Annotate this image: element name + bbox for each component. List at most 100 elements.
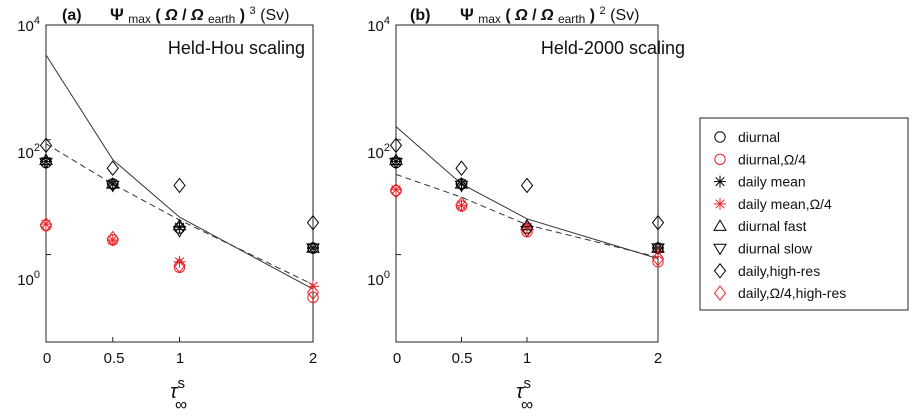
panel-b-xlabel-sup: s — [523, 375, 531, 392]
panel-a-point-s2-p0 — [40, 155, 52, 168]
panel-b-label: (b) — [410, 7, 430, 24]
panel-b-axes-box — [395, 24, 659, 343]
legend-label-0: diurnal — [738, 129, 780, 145]
panel-a-point-s4-p3 — [306, 241, 320, 253]
panel-a-point-s6-p1 — [106, 160, 119, 177]
panel-a-title-sub-max: max — [128, 12, 151, 26]
panel-a-ytick-1e0: 100 — [17, 269, 40, 289]
legend-label-1: diurnal,Ω/4 — [738, 151, 806, 167]
legend-marker-6 — [713, 262, 727, 279]
panel-a-title-close: ) — [240, 7, 245, 24]
panel-b-ytick-1e0: 100 — [367, 269, 390, 289]
panel-b-ytick-1e0-base: 10 — [367, 272, 384, 289]
panel-b-title-close: ) — [590, 7, 595, 24]
panel-a-ytick-1e0-base: 10 — [17, 272, 34, 289]
panel-b-title-sup: 2 — [600, 5, 606, 17]
panel-a-point-s5-p1 — [105, 180, 120, 193]
panel-b-ytick-1e2-base: 10 — [367, 145, 384, 162]
panel-a-title-sup: 3 — [250, 5, 256, 17]
panel-b-point-s3-p2 — [521, 221, 533, 234]
panel-b-ytick-1e0-exp: 0 — [384, 269, 390, 281]
panel-a-label: (a) — [62, 7, 82, 24]
panel-a-point-s6-p0 — [39, 137, 53, 154]
panel-b-point-s5-p0 — [389, 157, 403, 170]
panel-a-ytick-1e2-base: 10 — [17, 145, 34, 162]
panel-b-ytick-1e2-exp: 2 — [384, 142, 390, 154]
panel-b-point-s7-p1 — [455, 196, 468, 213]
legend-marker-5 — [713, 243, 727, 256]
panel-b-xtick-0: 0 — [393, 350, 401, 367]
panel-b-title-sub-max: max — [478, 12, 501, 26]
panel-a-point-s2-p3 — [307, 242, 319, 255]
panel-a-title-units: (Sv) — [260, 7, 289, 24]
panel-a-solid-line — [45, 54, 314, 290]
panel-b-point-s3-p0 — [390, 183, 402, 196]
panel-a-ytick-1e4-exp: 4 — [34, 15, 40, 27]
panel-b-xtick-0.5: 0.5 — [452, 350, 473, 367]
panel-a-ytick-1e4: 104 — [17, 15, 40, 35]
panel-b-title-open: ( — [505, 7, 511, 24]
panel-a-title-slash: / — [182, 7, 187, 24]
panel-b-point-s6-p3 — [651, 214, 665, 231]
legend-items: diurnal diurnal,Ω/4 daily mean daily mean,Ω… — [713, 129, 846, 301]
panel-b-point-s4-p1 — [454, 176, 469, 189]
panel-b-point-s4-p0 — [389, 153, 403, 165]
panel-b-point-s4-p2 — [520, 218, 534, 231]
panel-b-point-s5-p1 — [454, 180, 469, 193]
panel-b-point-s7-p2 — [520, 222, 534, 238]
panel-a-ytick-1e4-base: 10 — [17, 18, 34, 35]
panel-a: (a) Ψ max ( Ω / Ω earth ) 3 (Sv) Held-Ho… — [17, 1, 320, 414]
panel-a-xlabel: τs ∞ — [170, 375, 187, 414]
panel-b-xtick-2: 2 — [654, 350, 662, 367]
panel-b-title-units: (Sv) — [610, 7, 639, 24]
legend-label-4: diurnal fast — [738, 218, 807, 234]
panel-a-title-omega: Ω — [164, 7, 178, 24]
panel-b-point-s6-p2 — [520, 177, 534, 194]
panel-a-point-s7-p1 — [106, 230, 119, 247]
panel-a-point-s4-p1 — [105, 176, 120, 189]
legend-label-3: daily mean,Ω/4 — [738, 196, 832, 212]
panel-b-ytick-1e2: 102 — [367, 142, 390, 162]
panel-a-ytick-1e0-exp: 0 — [34, 269, 40, 281]
legend-marker-7 — [713, 285, 727, 301]
panel-b: (b) Ψ max ( Ω / Ω earth ) 2 (Sv) Held-20… — [367, 1, 685, 414]
panel-b-title-omega: Ω — [514, 7, 528, 24]
legend-label-6: daily,high-res — [738, 263, 820, 279]
panel-a-ytick-1e2-exp: 2 — [34, 142, 40, 154]
panel-b-point-s3-p1 — [455, 199, 468, 212]
legend-label-7: daily,Ω/4,high-res — [738, 285, 846, 301]
panel-a-point-s3-p3 — [307, 280, 319, 293]
legend-label-5: diurnal slow — [738, 241, 813, 257]
panel-b-title: Ψ max ( Ω / Ω earth ) 2 (Sv) — [460, 1, 639, 27]
panel-a-point-s2-p1 — [106, 177, 119, 190]
legend-marker-2 — [714, 175, 726, 188]
legend-marker-1 — [714, 153, 726, 166]
panel-a-point-s3-p2 — [173, 255, 186, 268]
panel-a-title: Ψ max ( Ω / Ω earth ) 3 (Sv) — [110, 1, 289, 27]
legend-marker-3 — [714, 197, 726, 210]
panel-a-point-s7-p2 — [173, 257, 186, 274]
panel-a-plot — [39, 24, 320, 342]
panel-a-title-open: ( — [155, 7, 161, 24]
panel-a-axes-box — [45, 24, 314, 343]
panel-a-xtick-0: 0 — [43, 350, 51, 367]
panel-b-point-s7-p0 — [389, 182, 403, 199]
panel-a-title-omega2: Ω — [190, 7, 204, 24]
panel-b-title-sub-earth: earth — [558, 12, 585, 26]
panel-a-point-s4-p2 — [172, 218, 187, 231]
panel-a-xlabel-sub: ∞ — [175, 395, 187, 414]
panel-b-xlabel-sub: ∞ — [521, 395, 533, 414]
legend-label-2: daily mean — [738, 174, 806, 190]
panel-b-point-s5-p3 — [651, 243, 665, 256]
panel-b-ytick-1e4-exp: 4 — [384, 15, 390, 27]
panel-a-xlabel-sup: s — [177, 375, 185, 392]
panel-b-solid-line — [395, 126, 659, 260]
panel-a-point-s6-p2 — [173, 177, 186, 194]
panel-b-plot — [389, 24, 665, 342]
panel-b-subtitle: Held-2000 scaling — [541, 38, 685, 58]
panel-b-point-s2-p0 — [390, 155, 402, 168]
panel-a-point-s3-p1 — [106, 233, 119, 246]
panel-b-title-slash: / — [532, 7, 537, 24]
panel-a-xlabel-tau: τ — [170, 381, 179, 403]
